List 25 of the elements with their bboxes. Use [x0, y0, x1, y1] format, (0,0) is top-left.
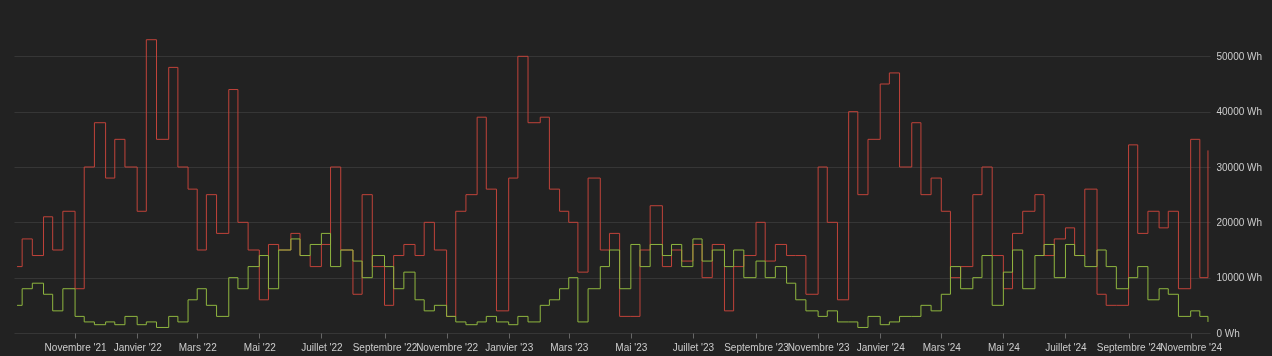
x-tick-label: Mai '24 — [987, 341, 1021, 353]
y-tick-label: 20000 Wh — [1216, 216, 1263, 228]
x-tick-label: Novembre '23 — [787, 341, 851, 353]
y-tick-label: 10000 Wh — [1216, 272, 1263, 284]
x-tick-label: Septembre '23 — [724, 341, 790, 353]
x-tick-label: Mai '23 — [615, 341, 648, 353]
y-tick-label: 50000 Wh — [1216, 50, 1263, 62]
x-tick-label: Septembre '24 — [1096, 341, 1162, 353]
x-tick-label: Novembre '24 — [1160, 341, 1223, 353]
x-tick-label: Mars '22 — [178, 341, 218, 353]
x-tick-label: Mars '23 — [550, 341, 589, 353]
y-tick-label: 30000 Wh — [1216, 161, 1263, 173]
x-tick-label: Juillet '23 — [672, 341, 715, 353]
x-tick-label: Janvier '24 — [856, 341, 906, 353]
y-tick-label: 40000 Wh — [1216, 106, 1263, 118]
x-tick-label: Janvier '23 — [485, 341, 534, 353]
x-tick-label: Mai '22 — [243, 341, 277, 353]
x-tick-label: Novembre '22 — [416, 341, 479, 353]
x-tick-label: Juillet '22 — [301, 341, 344, 353]
y-tick-label: 0 Wh — [1216, 327, 1240, 339]
x-tick-label: Mars '24 — [922, 341, 962, 353]
x-tick-label: Janvier '22 — [113, 341, 163, 353]
x-tick-label: Septembre '22 — [352, 341, 418, 353]
x-tick-label: Novembre '21 — [44, 341, 107, 353]
x-tick-label: Juillet '24 — [1045, 341, 1088, 353]
